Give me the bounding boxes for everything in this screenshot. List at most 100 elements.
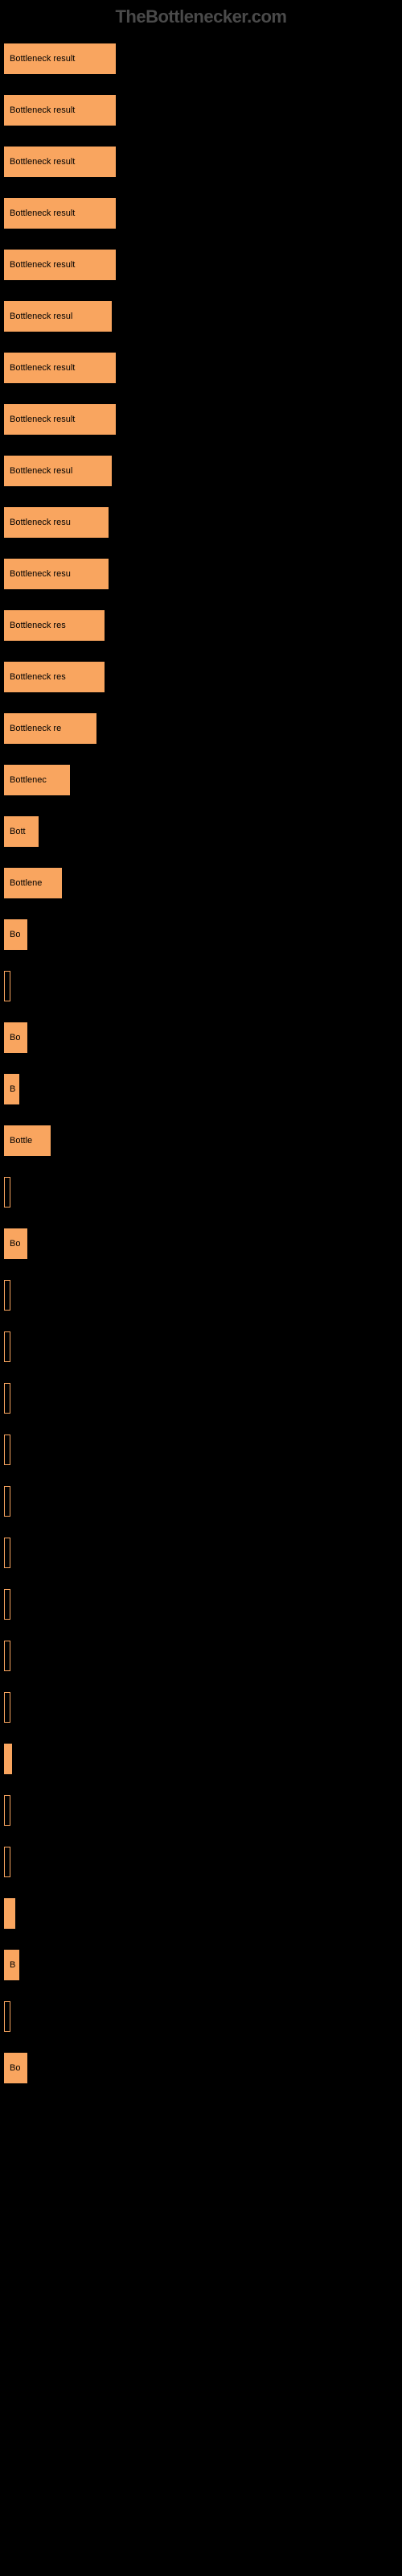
bar-row: Bottlene (4, 855, 398, 898)
bar-row (4, 1885, 398, 1929)
bar: B (4, 1950, 19, 1980)
bar-row (4, 1267, 398, 1311)
bar-top-label (4, 237, 398, 248)
bar (4, 2001, 10, 2032)
bar (4, 1538, 10, 1568)
bar-label: Bottleneck resul (10, 466, 72, 476)
bar-row (4, 1473, 398, 1517)
bar (4, 1589, 10, 1620)
bar (4, 1383, 10, 1414)
bar-row: Bottleneck result (4, 237, 398, 280)
bar-top-label (4, 958, 398, 969)
bar-label: Bott (10, 827, 26, 836)
bar-label: B (10, 1960, 15, 1970)
bar-row (4, 1782, 398, 1826)
bar-row: Bo (4, 2040, 398, 2083)
bar-row (4, 1370, 398, 1414)
bar-label: Bottleneck result (10, 208, 75, 218)
bar-label: Bo (10, 1239, 20, 1249)
bar-row (4, 1164, 398, 1208)
bar-top-label (4, 1834, 398, 1845)
bar-label: Bottle (10, 1136, 32, 1146)
bar-row (4, 1731, 398, 1774)
bar-label: Bo (10, 930, 20, 939)
bar-top-label (4, 1473, 398, 1484)
bar-label: Bottleneck resu (10, 569, 71, 579)
bar-label: Bottleneck result (10, 157, 75, 167)
bar (4, 1177, 10, 1208)
bar-label: Bottlenec (10, 775, 47, 785)
bar: Bottleneck result (4, 353, 116, 383)
bar-top-label (4, 82, 398, 93)
bar-label: Bottleneck res (10, 672, 66, 682)
bar (4, 1486, 10, 1517)
bar-top-label (4, 31, 398, 42)
bar-top-label (4, 1782, 398, 1794)
bar-top-label (4, 1525, 398, 1536)
bar-row: Bottleneck resu (4, 494, 398, 538)
bar: Bottlene (4, 868, 62, 898)
bar-row: Bo (4, 1009, 398, 1053)
bar: Bo (4, 2053, 27, 2083)
bar-top-label (4, 1370, 398, 1381)
bar-label: B (10, 1084, 15, 1094)
bar-top-label (4, 597, 398, 609)
bar-top-label (4, 803, 398, 815)
bar: Bottlenec (4, 765, 70, 795)
bar-row (4, 1525, 398, 1568)
bar-top-label (4, 288, 398, 299)
bar-top-label (4, 855, 398, 866)
bar-label: Bottleneck res (10, 621, 66, 630)
bar-row: Bottleneck res (4, 597, 398, 641)
bar-label: Bottleneck result (10, 415, 75, 424)
bar-chart: Bottleneck result Bottleneck result Bottle… (0, 31, 402, 2083)
bar-row: Bottleneck resu (4, 546, 398, 589)
bar-top-label (4, 1267, 398, 1278)
bar-label: Bottleneck result (10, 260, 75, 270)
bar (4, 1641, 10, 1671)
bar-row (4, 1319, 398, 1362)
bar-top-label (4, 1576, 398, 1587)
bar-row: Bo (4, 1216, 398, 1259)
bar-top-label (4, 1885, 398, 1897)
bar: Bottleneck result (4, 43, 116, 74)
bar-label: Bottlene (10, 878, 42, 888)
bar-row: Bottleneck result (4, 31, 398, 74)
bar-label: Bottleneck resu (10, 518, 71, 527)
bar-row (4, 1422, 398, 1465)
bar: Bottle (4, 1125, 51, 1156)
watermark-text: TheBottlenecker.com (0, 0, 402, 31)
bar-top-label (4, 1422, 398, 1433)
bar-row: Bott (4, 803, 398, 847)
bar-row: Bottle (4, 1113, 398, 1156)
bar-label: Bottleneck result (10, 363, 75, 373)
bar (4, 1795, 10, 1826)
bar: Bottleneck res (4, 610, 105, 641)
bar-top-label (4, 494, 398, 506)
bar-top-label (4, 185, 398, 196)
bar-row (4, 1628, 398, 1671)
bar: Bottleneck resul (4, 301, 112, 332)
bar-row: Bottlenec (4, 752, 398, 795)
bar-row: Bottleneck result (4, 82, 398, 126)
bar-top-label (4, 1988, 398, 2000)
bar-label: Bottleneck result (10, 54, 75, 64)
bar-top-label (4, 1113, 398, 1124)
bar-top-label (4, 546, 398, 557)
bar-top-label (4, 1679, 398, 1690)
bar-top-label (4, 391, 398, 402)
bar-top-label (4, 2040, 398, 2051)
bar-label: Bottleneck result (10, 105, 75, 115)
bar-row (4, 1679, 398, 1723)
bar-row: Bottleneck resul (4, 443, 398, 486)
bar: Bott (4, 816, 39, 847)
bar-row (4, 1988, 398, 2032)
bar-label: Bottleneck re (10, 724, 61, 733)
bar (4, 1331, 10, 1362)
bar-row: Bo (4, 906, 398, 950)
bar-row: Bottleneck result (4, 391, 398, 435)
bar-top-label (4, 649, 398, 660)
bar (4, 1280, 10, 1311)
bar-row (4, 1576, 398, 1620)
bar: Bo (4, 1022, 27, 1053)
